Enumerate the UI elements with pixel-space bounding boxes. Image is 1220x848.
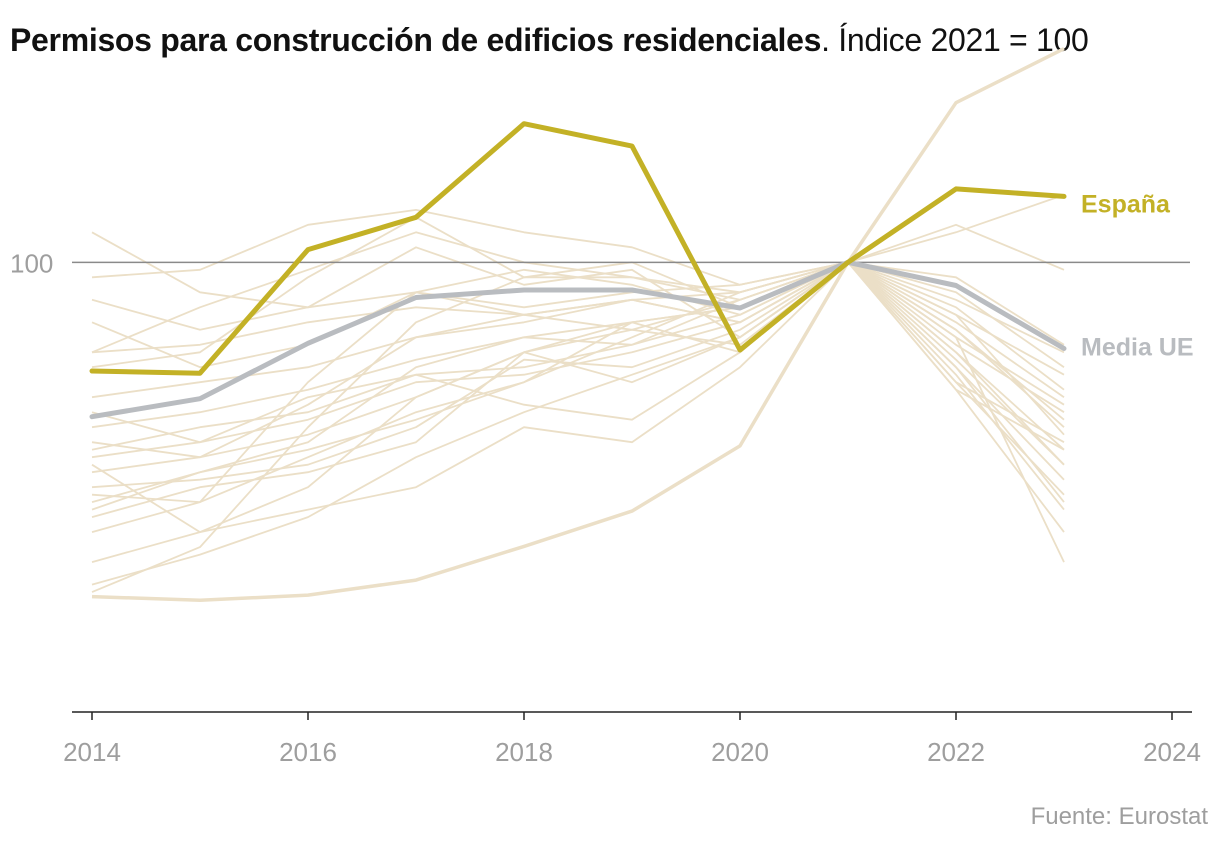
reference-line-group: 100 [10,248,1190,278]
background-series-group [91,47,1065,603]
x-tick-label: 2020 [711,737,769,767]
background-series-line [91,261,1065,429]
x-tick-label: 2024 [1143,737,1201,767]
eu-average-series-label: Media UE [1081,334,1194,362]
chart-title-bold: Permisos para construcción de edificios … [10,22,822,58]
background-series-line [91,261,1065,533]
background-series-line [91,261,1065,586]
chart-title: Permisos para construcción de edificios … [10,22,1089,59]
source-note: Fuente: Eurostat [1030,803,1208,830]
background-series-line [91,261,1065,399]
background-series-line [91,261,1065,511]
eu-average-series-line [89,259,1067,420]
background-series-line [91,261,1065,533]
highlight-series-group [89,121,1067,420]
spain-series-line [89,121,1067,376]
spain-series-label: España [1081,190,1171,218]
background-series-line [91,47,1065,603]
chart-title-rest: . Índice 2021 = 100 [821,22,1089,58]
y-tick-label: 100 [10,248,53,278]
x-tick-label: 2016 [279,737,337,767]
background-series-line [91,261,1065,346]
background-series-line [91,261,1065,489]
background-series-line [91,209,1065,286]
background-series-line [91,261,1065,563]
x-tick-label: 2022 [927,737,985,767]
x-tick-label: 2018 [495,737,553,767]
background-series-line [91,231,1065,496]
background-series-line [91,261,1065,563]
x-axis: 2014 2016 2018 2020 2022 2024 [63,711,1201,767]
background-series-line [91,261,1065,533]
series-labels: Media UE España [1081,190,1194,361]
x-tick-label: 2014 [63,737,121,767]
